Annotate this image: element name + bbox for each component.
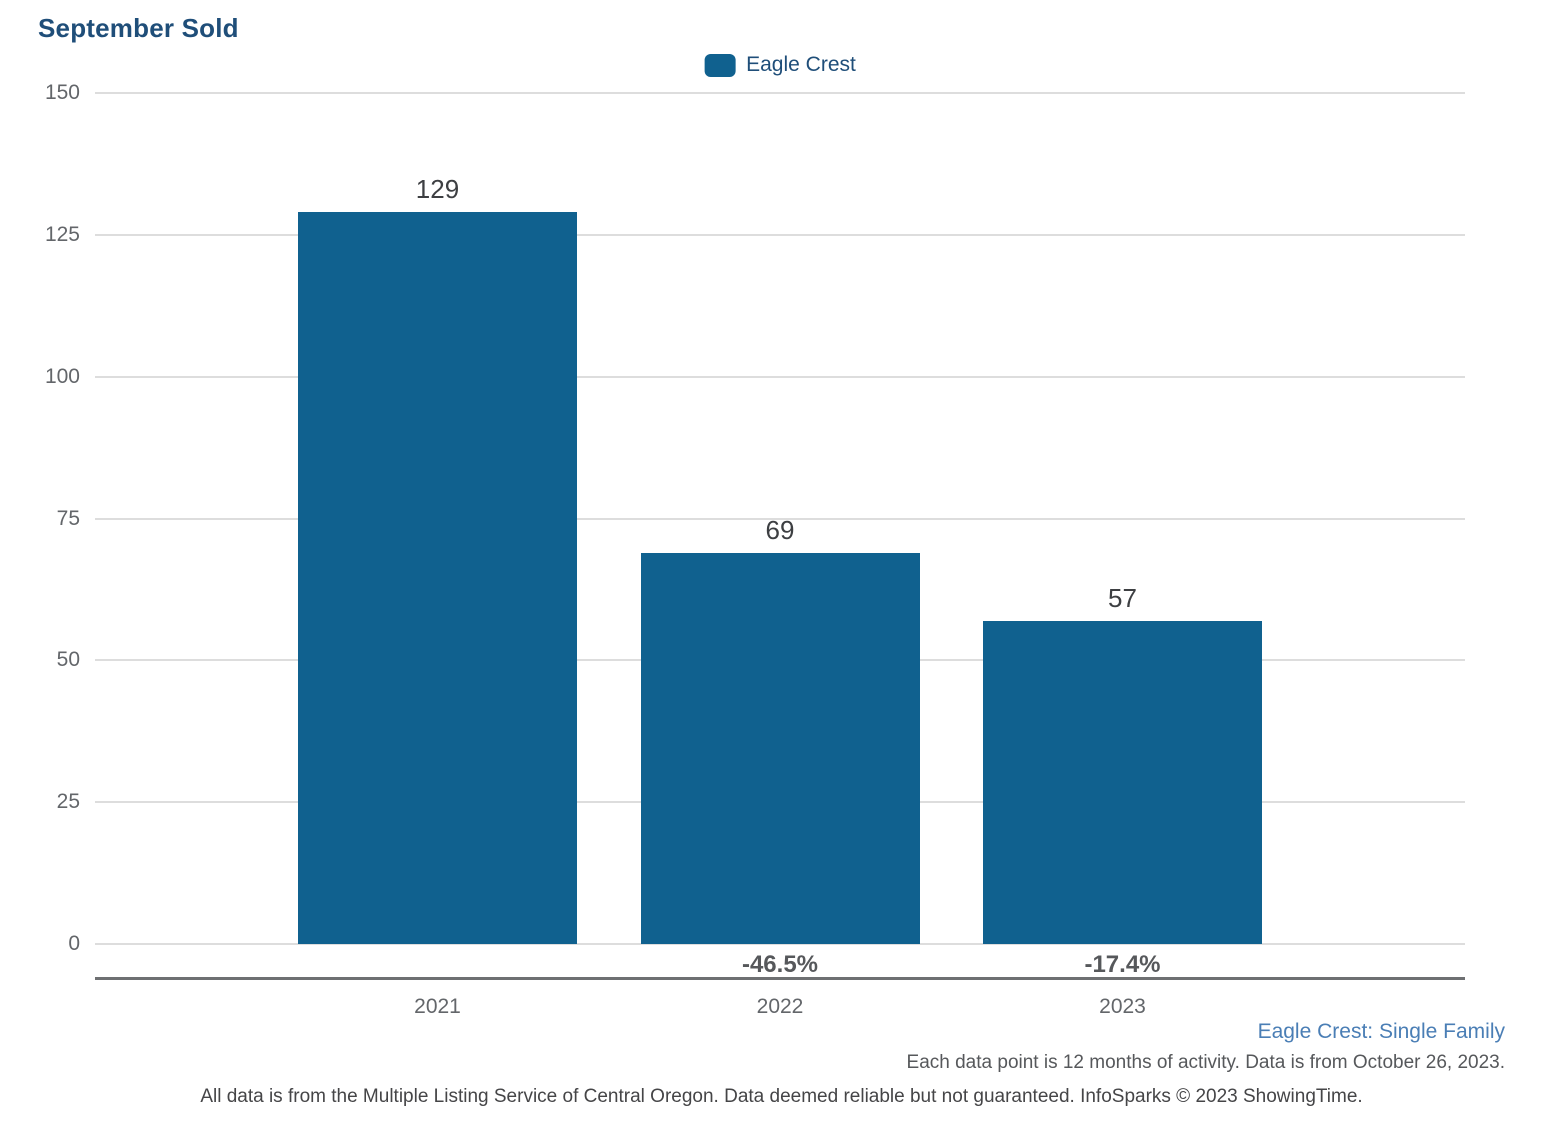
y-tick-label: 50 — [56, 648, 80, 672]
y-tick-label: 100 — [44, 364, 80, 388]
legend-label: Eagle Crest — [746, 53, 856, 76]
x-tick-label: 2023 — [1099, 995, 1146, 1018]
gridline — [95, 375, 1465, 378]
x-axis-line — [95, 977, 1465, 980]
gridline — [95, 233, 1465, 236]
plot-area: 129 2021 69 -46.5% 2022 57 -17.4% 2023 — [95, 92, 1465, 1018]
gridline — [95, 92, 1465, 94]
x-tick-label: 2022 — [756, 995, 804, 1018]
y-tick-label: 150 — [44, 81, 80, 104]
y-tick-label: 75 — [56, 506, 80, 530]
pct-change-label: -46.5% — [741, 951, 819, 978]
bar-value-label: 57 — [1108, 582, 1137, 613]
legend-swatch-icon — [704, 53, 736, 77]
bar-2021[interactable] — [298, 212, 577, 944]
bar-2023[interactable] — [983, 620, 1262, 944]
disclaimer-text: All data is from the Multiple Listing Se… — [200, 1086, 1363, 1107]
bar-value-label: 69 — [765, 514, 795, 545]
bar-value-label: 129 — [415, 174, 460, 205]
data-note: Each data point is 12 months of activity… — [906, 1052, 1505, 1073]
gridline — [95, 517, 1465, 520]
gridline — [95, 943, 1465, 945]
y-axis: 150 125 100 75 50 25 0 — [0, 81, 80, 955]
series-subtitle: Eagle Crest: Single Family — [1257, 1020, 1505, 1043]
y-tick-label: 125 — [44, 222, 80, 246]
chart-title: September Sold — [38, 13, 239, 43]
y-tick-label: 25 — [56, 790, 80, 814]
pct-change-label: -17.4% — [1084, 951, 1161, 978]
x-tick-label: 2021 — [414, 995, 461, 1018]
legend-item[interactable]: Eagle Crest — [704, 53, 856, 77]
y-tick-label: 0 — [68, 932, 80, 955]
bar-2022[interactable] — [640, 552, 920, 944]
